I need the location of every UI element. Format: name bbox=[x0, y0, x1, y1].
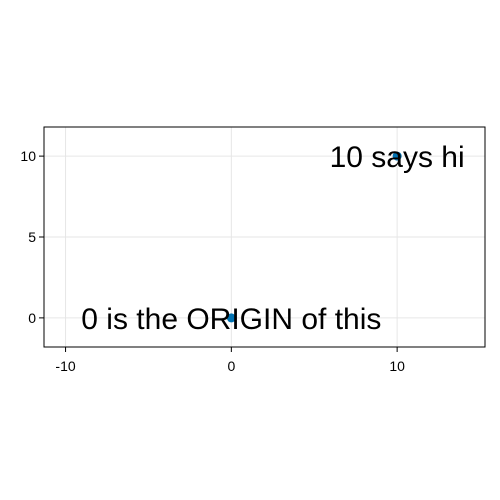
annotation-text: 0 is the ORIGIN of this bbox=[81, 303, 381, 336]
x-tick-label: 0 bbox=[227, 358, 235, 374]
y-tick-label: 10 bbox=[20, 148, 36, 164]
data-points bbox=[226, 151, 402, 323]
y-tick-label: 5 bbox=[28, 229, 36, 245]
data-point bbox=[226, 313, 236, 323]
data-point bbox=[392, 151, 402, 161]
annotation-text: 10 says hi bbox=[330, 141, 465, 174]
x-tick-label: 10 bbox=[389, 358, 405, 374]
y-tick-label: 0 bbox=[28, 310, 36, 326]
annotations: 0 is the ORIGIN of this 10 says hi bbox=[81, 141, 464, 336]
grid bbox=[44, 127, 485, 347]
ticks: -10 0 10 0 5 10 bbox=[20, 148, 405, 374]
x-tick-label: -10 bbox=[55, 358, 75, 374]
